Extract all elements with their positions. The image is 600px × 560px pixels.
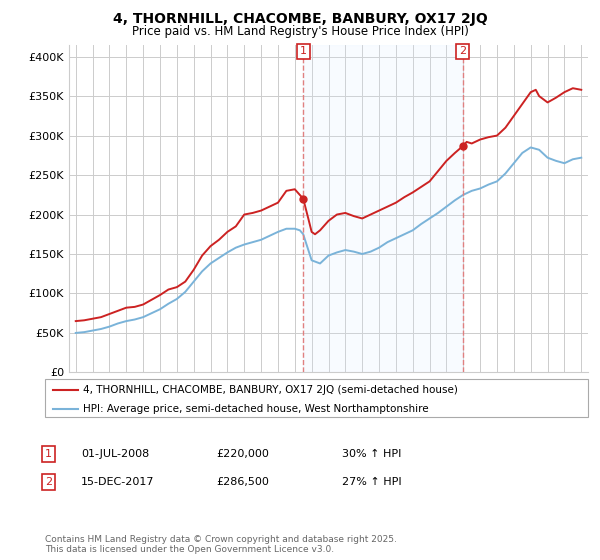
Text: 1: 1 <box>300 46 307 57</box>
Text: HPI: Average price, semi-detached house, West Northamptonshire: HPI: Average price, semi-detached house,… <box>83 404 428 414</box>
Text: 4, THORNHILL, CHACOMBE, BANBURY, OX17 2JQ (semi-detached house): 4, THORNHILL, CHACOMBE, BANBURY, OX17 2J… <box>83 385 458 395</box>
Text: Price paid vs. HM Land Registry's House Price Index (HPI): Price paid vs. HM Land Registry's House … <box>131 25 469 38</box>
Text: 27% ↑ HPI: 27% ↑ HPI <box>342 477 401 487</box>
Text: 2: 2 <box>459 46 466 57</box>
Text: Contains HM Land Registry data © Crown copyright and database right 2025.
This d: Contains HM Land Registry data © Crown c… <box>45 535 397 554</box>
Text: 01-JUL-2008: 01-JUL-2008 <box>81 449 149 459</box>
Text: 1: 1 <box>45 449 52 459</box>
Text: £220,000: £220,000 <box>216 449 269 459</box>
Text: 30% ↑ HPI: 30% ↑ HPI <box>342 449 401 459</box>
Text: 4, THORNHILL, CHACOMBE, BANBURY, OX17 2JQ: 4, THORNHILL, CHACOMBE, BANBURY, OX17 2J… <box>113 12 487 26</box>
Bar <box>303 45 463 372</box>
Text: £286,500: £286,500 <box>216 477 269 487</box>
Text: 2: 2 <box>45 477 52 487</box>
Text: 15-DEC-2017: 15-DEC-2017 <box>81 477 155 487</box>
FancyBboxPatch shape <box>45 379 588 417</box>
